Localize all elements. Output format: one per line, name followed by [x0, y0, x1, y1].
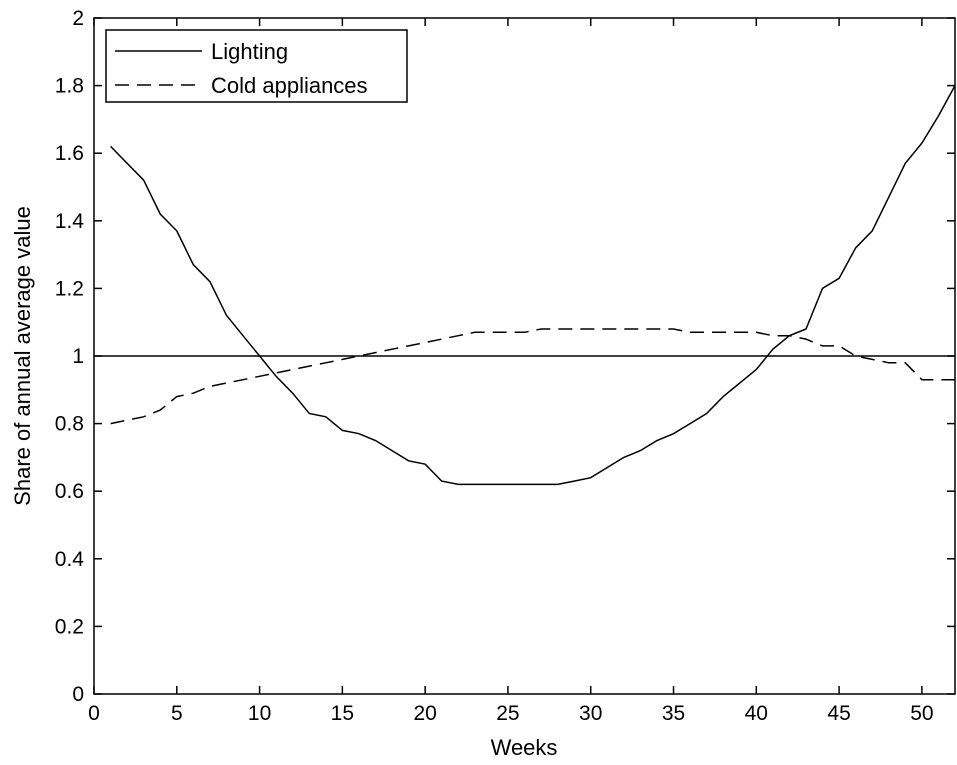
x-tick-label: 40 [745, 702, 768, 725]
legend-box [105, 29, 408, 103]
series-line-lighting [110, 85, 956, 486]
y-tick-label: 1.4 [55, 210, 85, 233]
y-axis-title: Share of annual average value [10, 206, 35, 506]
legend: Lighting Cold appliances [105, 29, 408, 103]
x-tick-label: 10 [248, 702, 271, 725]
y-tick-label: 1.2 [55, 277, 84, 300]
y-tick-label: 0.6 [55, 480, 84, 503]
legend-label-lighting: Lighting [211, 39, 288, 64]
x-tick-label: 35 [662, 702, 685, 725]
y-tick-label: 0.2 [55, 615, 84, 638]
series-line-cold-appliances [110, 328, 955, 425]
y-tick-label: 0.4 [55, 548, 85, 571]
y-tick-label: 1.6 [55, 142, 84, 165]
x-tick-label: 15 [331, 702, 354, 725]
x-tick-label: 0 [88, 702, 100, 725]
x-tick-label: 50 [910, 702, 933, 725]
y-tick-label: 0 [72, 683, 84, 706]
x-axis-title: Weeks [491, 735, 558, 760]
series-layer [110, 85, 956, 486]
x-tick-label: 20 [413, 702, 436, 725]
x-tick-label: 25 [496, 702, 519, 725]
x-tick-label: 5 [171, 702, 183, 725]
legend-label-cold-appliances: Cold appliances [211, 73, 368, 98]
x-tick-label: 30 [579, 702, 602, 725]
y-tick-label: 0.8 [55, 413, 84, 436]
y-tick-label: 1.8 [55, 75, 84, 98]
x-tick-label: 45 [827, 702, 850, 725]
axis-ticks: 0 5 10 15 20 25 30 35 40 45 50 0 0.2 0.4 0.6 0.8 1 1.2 1.4… [55, 7, 955, 725]
y-tick-label: 2 [72, 7, 84, 30]
y-tick-label: 1 [72, 345, 84, 368]
